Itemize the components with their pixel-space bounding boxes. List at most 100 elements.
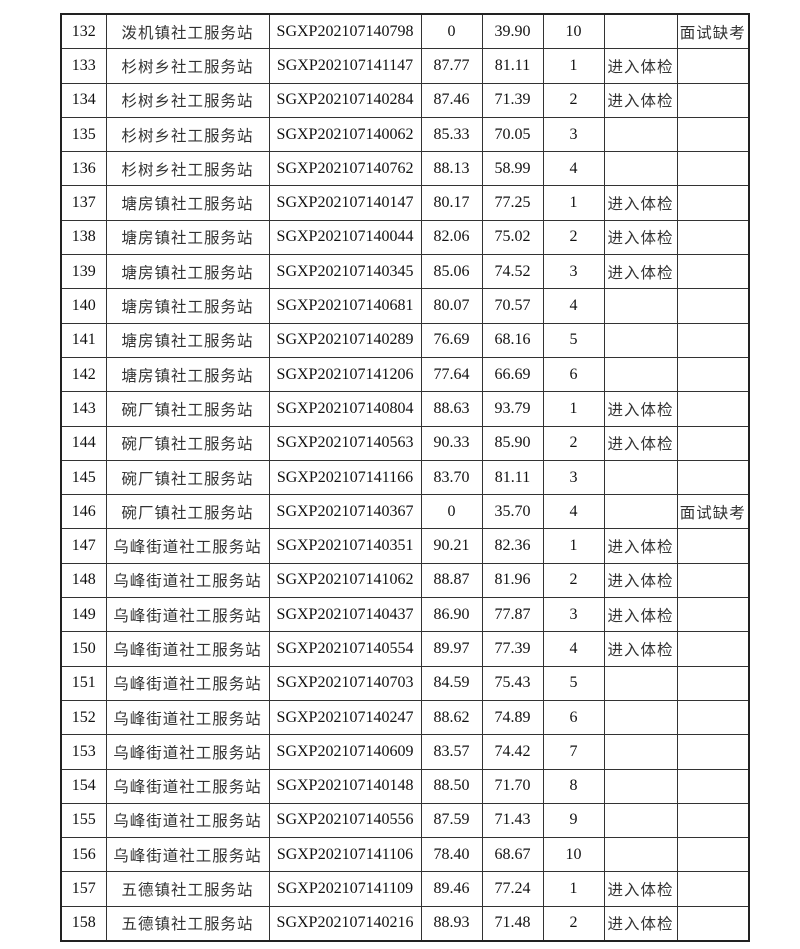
physical-exam-note-cell bbox=[603, 356, 678, 393]
row-number-cell: 154 bbox=[60, 768, 107, 804]
score-1-cell: 89.97 bbox=[420, 631, 483, 667]
row-number-cell: 139 bbox=[60, 254, 107, 290]
score-2-cell: 68.16 bbox=[481, 322, 544, 358]
physical-exam-note-cell bbox=[603, 768, 678, 804]
service-station-cell: 乌峰街道社工服务站 bbox=[105, 837, 270, 873]
rank-cell: 3 bbox=[542, 597, 605, 633]
physical-exam-note-cell bbox=[603, 802, 678, 839]
score-2-cell: 70.57 bbox=[481, 288, 544, 324]
table-row: 145 碗厂镇社工服务站 SGXP202107141166 83.70 81.11 3 bbox=[60, 459, 750, 496]
candidate-id-cell: SGXP202107140284 bbox=[268, 82, 422, 118]
table-row: 139 塘房镇社工服务站 SGXP202107140345 85.06 74.52 3 进入… bbox=[60, 254, 750, 290]
row-number-cell: 132 bbox=[60, 13, 107, 50]
physical-exam-note-cell: 进入体检 bbox=[603, 254, 678, 290]
candidate-id-cell: SGXP202107140437 bbox=[268, 597, 422, 633]
score-1-cell: 88.87 bbox=[420, 562, 483, 599]
physical-exam-note-cell bbox=[603, 699, 678, 736]
row-number-cell: 143 bbox=[60, 391, 107, 427]
absence-note-cell bbox=[676, 288, 750, 324]
score-2-cell: 58.99 bbox=[481, 151, 544, 187]
rank-cell: 3 bbox=[542, 459, 605, 496]
service-station-cell: 杉树乡社工服务站 bbox=[105, 151, 270, 187]
score-2-cell: 74.89 bbox=[481, 699, 544, 736]
candidate-id-cell: SGXP202107140554 bbox=[268, 631, 422, 667]
absence-note-cell bbox=[676, 459, 750, 496]
absence-note-cell bbox=[676, 356, 750, 393]
absence-note-cell bbox=[676, 391, 750, 427]
candidate-id-cell: SGXP202107141147 bbox=[268, 48, 422, 84]
score-1-cell: 80.17 bbox=[420, 185, 483, 221]
score-1-cell: 87.77 bbox=[420, 48, 483, 84]
physical-exam-note-cell: 进入体检 bbox=[603, 219, 678, 256]
score-1-cell: 83.57 bbox=[420, 734, 483, 770]
absence-note-cell bbox=[676, 254, 750, 290]
score-1-cell: 88.13 bbox=[420, 151, 483, 187]
physical-exam-note-cell bbox=[603, 494, 678, 530]
candidate-id-cell: SGXP202107140351 bbox=[268, 528, 422, 564]
row-number-cell: 138 bbox=[60, 219, 107, 256]
physical-exam-note-cell bbox=[603, 837, 678, 873]
score-1-cell: 86.90 bbox=[420, 597, 483, 633]
row-number-cell: 146 bbox=[60, 494, 107, 530]
candidate-id-cell: SGXP202107140062 bbox=[268, 116, 422, 153]
rank-cell: 2 bbox=[542, 905, 605, 942]
score-1-cell: 85.33 bbox=[420, 116, 483, 153]
score-2-cell: 75.43 bbox=[481, 665, 544, 701]
score-2-cell: 35.70 bbox=[481, 494, 544, 530]
candidate-id-cell: SGXP202107140804 bbox=[268, 391, 422, 427]
physical-exam-note-cell: 进入体检 bbox=[603, 905, 678, 942]
service-station-cell: 塘房镇社工服务站 bbox=[105, 356, 270, 393]
table-row: 155 乌峰街道社工服务站 SGXP202107140556 87.59 71.43 9 bbox=[60, 802, 750, 839]
score-2-cell: 70.05 bbox=[481, 116, 544, 153]
physical-exam-note-cell bbox=[603, 13, 678, 50]
candidate-id-cell: SGXP202107141109 bbox=[268, 871, 422, 907]
rank-cell: 2 bbox=[542, 219, 605, 256]
score-1-cell: 87.59 bbox=[420, 802, 483, 839]
candidate-id-cell: SGXP202107140798 bbox=[268, 13, 422, 50]
row-number-cell: 135 bbox=[60, 116, 107, 153]
table-row: 137 塘房镇社工服务站 SGXP202107140147 80.17 77.25 1 进入… bbox=[60, 185, 750, 221]
score-2-cell: 81.11 bbox=[481, 48, 544, 84]
score-1-cell: 0 bbox=[420, 13, 483, 50]
row-number-cell: 148 bbox=[60, 562, 107, 599]
table-row: 134 杉树乡社工服务站 SGXP202107140284 87.46 71.39 2 进入… bbox=[60, 82, 750, 118]
absence-note-cell bbox=[676, 837, 750, 873]
results-table: 132 泼机镇社工服务站 SGXP202107140798 0 39.90 10 面试缺考 1… bbox=[60, 13, 750, 943]
score-2-cell: 85.90 bbox=[481, 425, 544, 461]
score-2-cell: 74.42 bbox=[481, 734, 544, 770]
rank-cell: 6 bbox=[542, 699, 605, 736]
absence-note-cell bbox=[676, 699, 750, 736]
row-number-cell: 141 bbox=[60, 322, 107, 358]
row-number-cell: 149 bbox=[60, 597, 107, 633]
rank-cell: 1 bbox=[542, 528, 605, 564]
score-2-cell: 74.52 bbox=[481, 254, 544, 290]
score-1-cell: 90.33 bbox=[420, 425, 483, 461]
rank-cell: 2 bbox=[542, 562, 605, 599]
table-row: 132 泼机镇社工服务站 SGXP202107140798 0 39.90 10 面试缺考 bbox=[60, 13, 750, 50]
service-station-cell: 塘房镇社工服务站 bbox=[105, 219, 270, 256]
absence-note-cell bbox=[676, 597, 750, 633]
rank-cell: 1 bbox=[542, 871, 605, 907]
table-row: 154 乌峰街道社工服务站 SGXP202107140148 88.50 71.70 8 bbox=[60, 768, 750, 804]
absence-note-cell bbox=[676, 116, 750, 153]
rank-cell: 2 bbox=[542, 425, 605, 461]
service-station-cell: 五德镇社工服务站 bbox=[105, 905, 270, 942]
row-number-cell: 134 bbox=[60, 82, 107, 118]
rank-cell: 1 bbox=[542, 48, 605, 84]
physical-exam-note-cell bbox=[603, 459, 678, 496]
candidate-id-cell: SGXP202107140289 bbox=[268, 322, 422, 358]
score-2-cell: 81.11 bbox=[481, 459, 544, 496]
candidate-id-cell: SGXP202107140609 bbox=[268, 734, 422, 770]
service-station-cell: 碗厂镇社工服务站 bbox=[105, 391, 270, 427]
table-row: 156 乌峰街道社工服务站 SGXP202107141106 78.40 68.67 10 bbox=[60, 837, 750, 873]
absence-note-cell bbox=[676, 562, 750, 599]
score-1-cell: 90.21 bbox=[420, 528, 483, 564]
row-number-cell: 136 bbox=[60, 151, 107, 187]
service-station-cell: 乌峰街道社工服务站 bbox=[105, 734, 270, 770]
physical-exam-note-cell bbox=[603, 151, 678, 187]
physical-exam-note-cell: 进入体检 bbox=[603, 82, 678, 118]
table-row: 152 乌峰街道社工服务站 SGXP202107140247 88.62 74.89 6 bbox=[60, 699, 750, 736]
service-station-cell: 乌峰街道社工服务站 bbox=[105, 597, 270, 633]
row-number-cell: 151 bbox=[60, 665, 107, 701]
table-row: 142 塘房镇社工服务站 SGXP202107141206 77.64 66.69 6 bbox=[60, 356, 750, 393]
